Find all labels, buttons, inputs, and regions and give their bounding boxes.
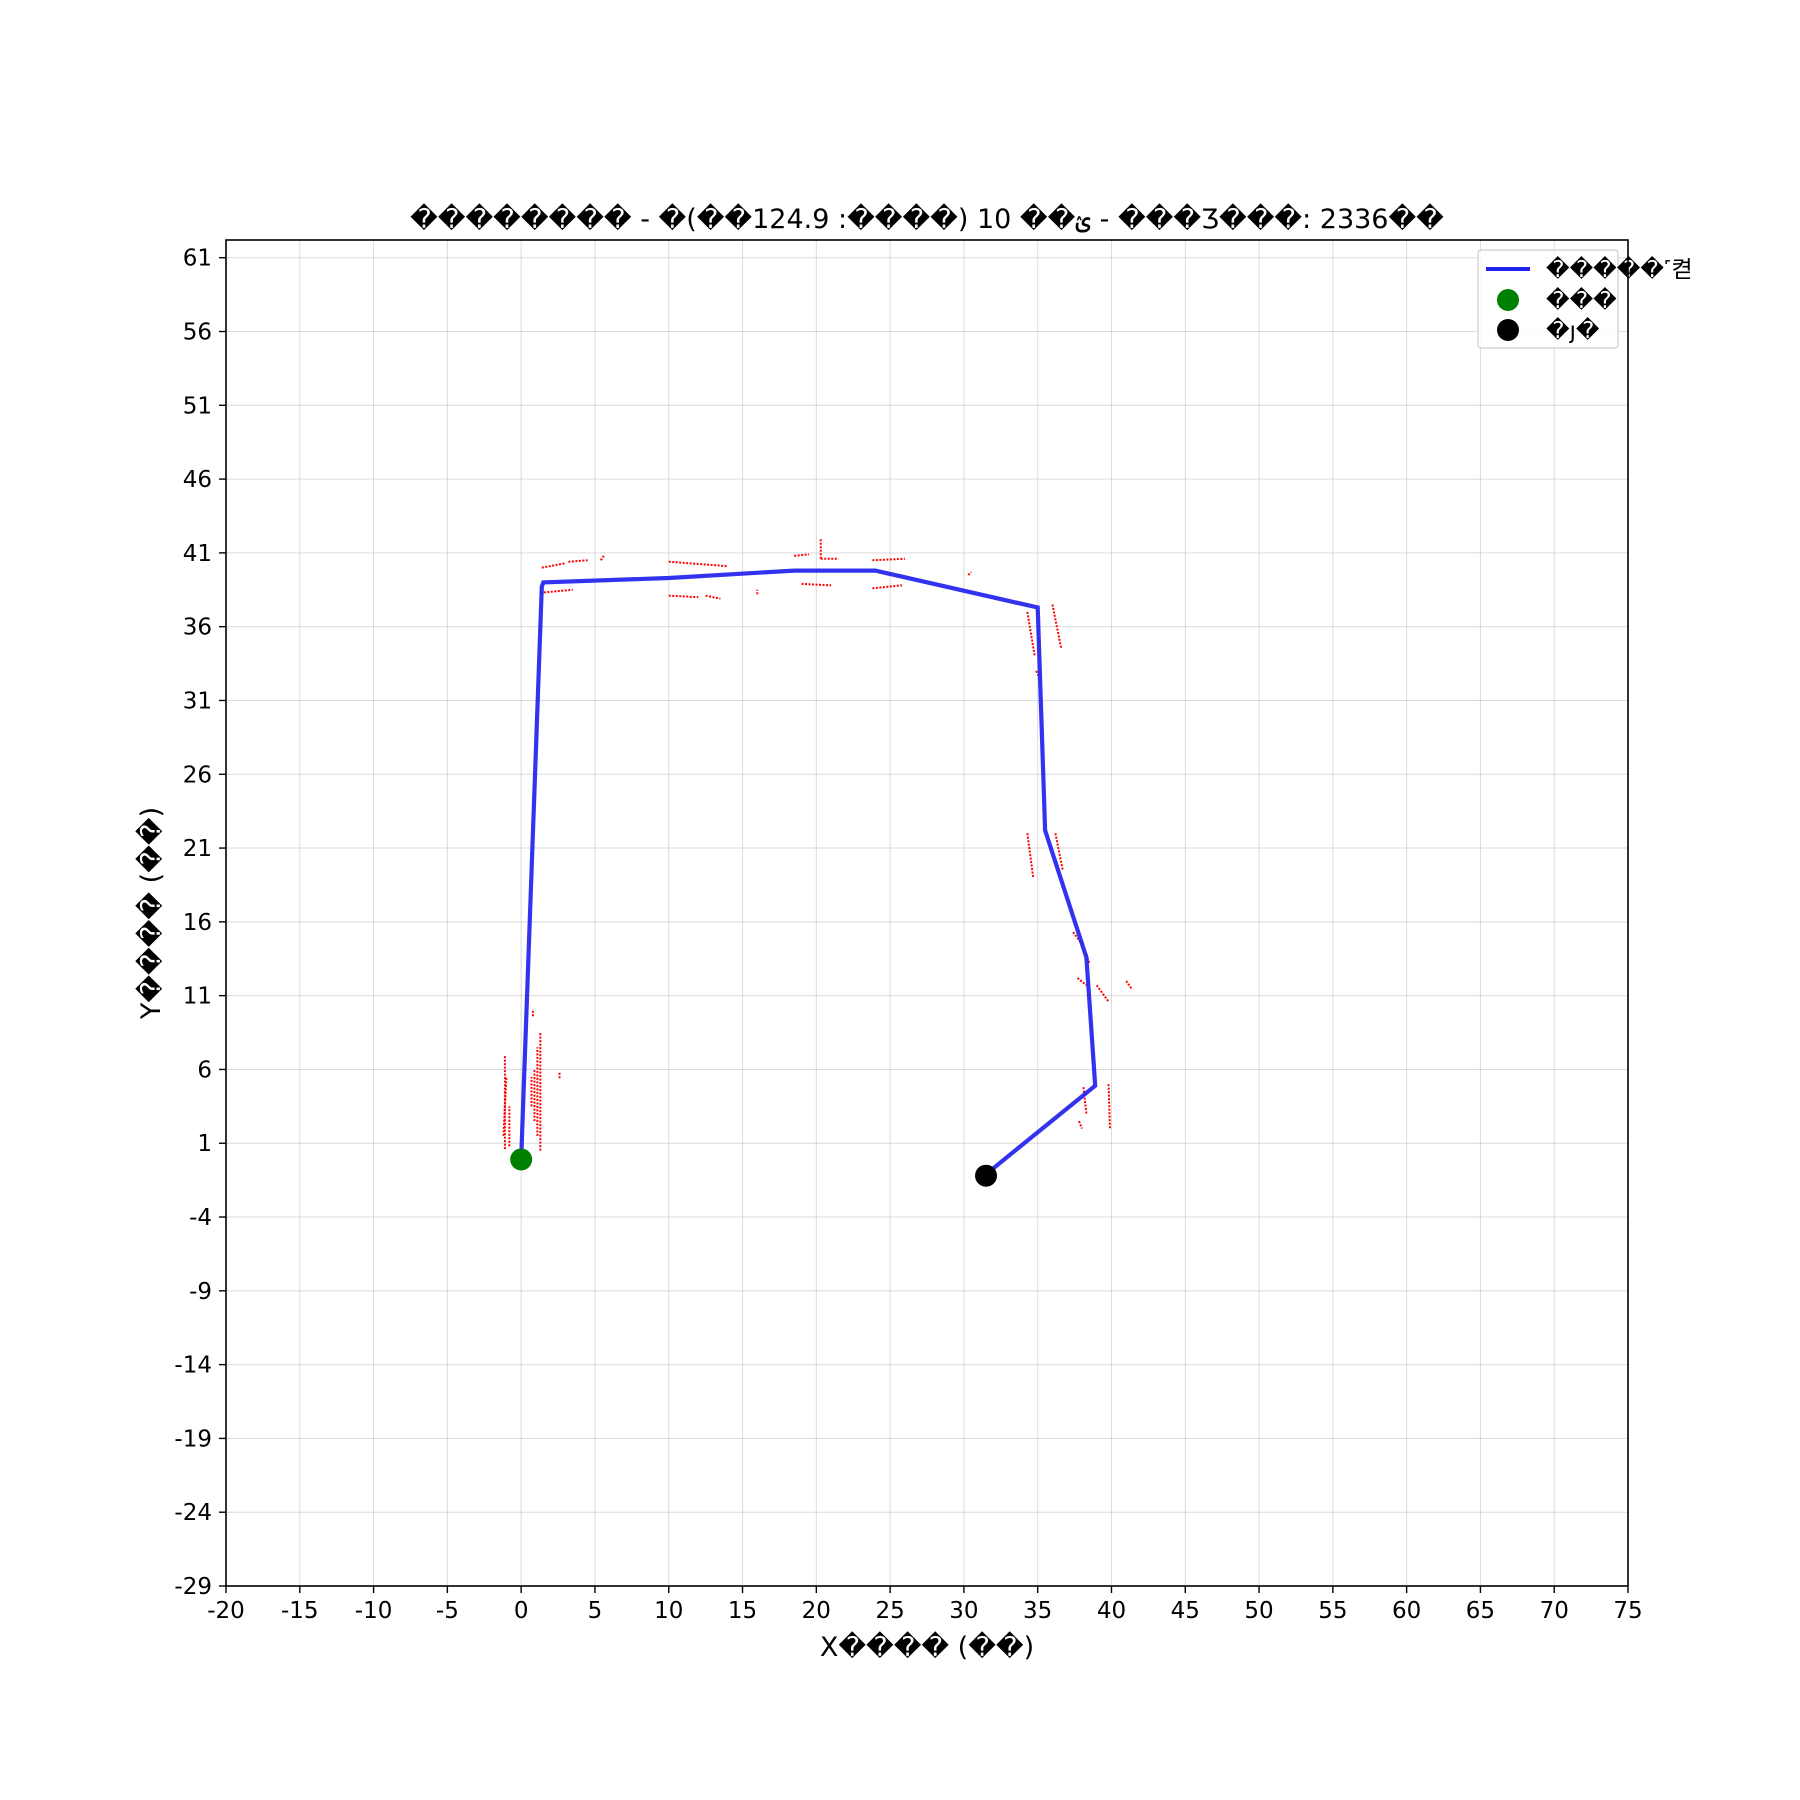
x-tick-label: 60 <box>1392 1598 1421 1624</box>
point-cloud-mark <box>1026 611 1036 657</box>
ticks: -20 -15 -10 -5 0 5 10 15 20 25 30 35 40 45 50 55 60 65 70 7… <box>174 246 1642 1624</box>
x-tick-label: 5 <box>588 1598 603 1624</box>
point-cloud-mark <box>1078 1120 1083 1129</box>
x-tick-label: 70 <box>1540 1598 1569 1624</box>
point-cloud-mark <box>967 571 972 576</box>
y-tick-label: -9 <box>189 1279 212 1305</box>
x-tick-label: 40 <box>1097 1598 1126 1624</box>
point-cloud-mark <box>1026 833 1035 878</box>
x-tick-label: 50 <box>1244 1598 1273 1624</box>
y-tick-label: 41 <box>183 541 212 567</box>
x-tick-label: 55 <box>1318 1598 1347 1624</box>
y-tick-label: 21 <box>183 836 212 862</box>
legend-label-end: �յ� <box>1546 316 1600 344</box>
y-tick-label: 36 <box>183 615 212 641</box>
x-tick-label: -5 <box>436 1598 459 1624</box>
x-tick-label: -20 <box>207 1598 245 1624</box>
plot-area <box>502 538 1133 1187</box>
x-tick-label: 20 <box>802 1598 831 1624</box>
y-tick-label: 16 <box>183 910 212 936</box>
point-cloud-mark <box>1107 1084 1111 1129</box>
trajectory-line <box>519 568 1098 1176</box>
point-cloud-mark <box>1076 977 1088 987</box>
y-tick-label: -4 <box>189 1205 212 1231</box>
point-cloud-mark <box>1082 1087 1088 1114</box>
x-tick-label: 65 <box>1466 1598 1495 1624</box>
point-cloud-mark <box>668 594 699 599</box>
point-cloud-mark <box>541 562 566 569</box>
y-tick-label: 56 <box>183 320 212 346</box>
x-tick-label: 15 <box>728 1598 757 1624</box>
x-tick-label: -10 <box>355 1598 393 1624</box>
point-cloud-mark <box>705 594 721 600</box>
x-tick-label: 25 <box>875 1598 904 1624</box>
legend-label-trajectory: �����˹켣 <box>1546 255 1693 283</box>
x-tick-label: -15 <box>281 1598 319 1624</box>
x-tick-label: 45 <box>1171 1598 1200 1624</box>
chart-title: �������� - �ؽ�� 10 (����: 124.9��) - ���… <box>410 203 1444 235</box>
x-tick-label: 75 <box>1613 1598 1642 1624</box>
point-cloud-mark <box>872 557 905 562</box>
start-marker <box>510 1148 533 1171</box>
x-tick-label: 10 <box>654 1598 683 1624</box>
x-tick-label: 0 <box>514 1598 529 1624</box>
end-marker <box>975 1164 998 1187</box>
y-tick-label: -14 <box>174 1353 212 1379</box>
point-cloud-mark <box>872 584 903 590</box>
legend-swatch-start <box>1497 289 1519 311</box>
y-tick-label: -29 <box>174 1574 212 1600</box>
y-tick-label: 11 <box>183 984 212 1010</box>
y-tick-label: 51 <box>183 393 212 419</box>
y-tick-label: 1 <box>197 1131 212 1157</box>
point-cloud-mark <box>540 588 573 594</box>
point-cloud-mark <box>600 555 605 561</box>
y-tick-label: 31 <box>183 688 212 714</box>
point-cloud-mark <box>794 553 810 557</box>
point-cloud-mark <box>1125 980 1133 991</box>
x-tick-label: 30 <box>949 1598 978 1624</box>
point-cloud-mark <box>1035 670 1041 678</box>
point-cloud-mark <box>1051 604 1063 650</box>
legend-label-start: ��� <box>1546 286 1617 314</box>
legend-swatch-end <box>1497 319 1519 341</box>
x-tick-label: 35 <box>1023 1598 1052 1624</box>
y-tick-label: -24 <box>174 1500 212 1526</box>
y-tick-label: 46 <box>183 467 212 493</box>
y-tick-label: 26 <box>183 762 212 788</box>
y-tick-label: -19 <box>174 1426 212 1452</box>
point-cloud-mark <box>801 582 832 587</box>
y-tick-label: 6 <box>197 1057 212 1083</box>
point-cloud-mark <box>668 560 728 568</box>
axes-frame <box>225 239 1629 1587</box>
point-cloud-mark <box>1054 833 1064 871</box>
x-axis-title: X���� (��) <box>820 1631 1034 1663</box>
y-axis-title: Y���� (��) <box>135 807 167 1020</box>
y-tick-label: 61 <box>183 246 212 272</box>
point-cloud-mark <box>502 1076 508 1136</box>
legend: �����˹켣 ��� �յ� <box>1477 249 1693 349</box>
